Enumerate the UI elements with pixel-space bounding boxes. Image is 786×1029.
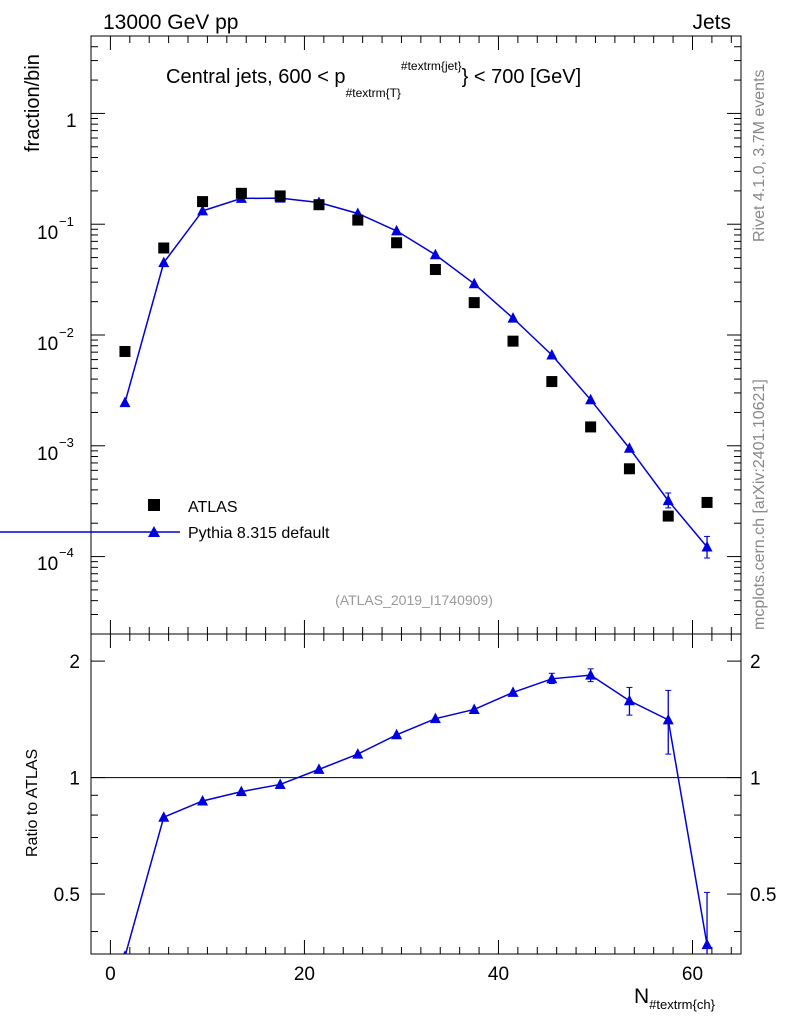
pythia-point [468, 277, 480, 289]
ratio-y-axis-label: Ratio to ATLAS [24, 749, 41, 857]
x-tick-label: 20 [294, 964, 315, 985]
ratio-point [429, 712, 441, 724]
ratio-point [546, 672, 558, 684]
ratio-curve [124, 674, 708, 954]
mcplots-label: mcplots.cern.ch [arXiv:2401.10621] [751, 379, 768, 630]
analysis-watermark: (ATLAS_2019_I1740909) [335, 592, 493, 608]
ratio-point [507, 686, 519, 697]
ratio-data-marks [123, 668, 713, 954]
pythia-point [507, 312, 519, 323]
chart-title: Central jets, 600 < p#textrm{T}#textrm{j… [166, 59, 581, 100]
ratio-clipped-group [123, 668, 713, 954]
ratio-point [662, 713, 674, 725]
atlas-point [662, 510, 674, 522]
legend-pythia-marker [148, 526, 160, 537]
chart-title-part1: Central jets, 600 < p [166, 66, 346, 88]
x-tick-label: 60 [682, 964, 703, 985]
pythia-point [546, 348, 558, 360]
atlas-point [468, 297, 480, 309]
rivet-version-label: Rivet 4.1.0, 3.7M events [751, 69, 768, 242]
pythia-point [158, 256, 170, 268]
main-y-axis-label: fraction/bin [22, 54, 44, 152]
atlas-point [158, 242, 170, 254]
x-axis-label: N#textrm{ch} [634, 985, 716, 1012]
atlas-point [585, 421, 597, 433]
ratio-point [274, 778, 286, 789]
legend-pythia-label: Pythia 8.315 default [188, 525, 330, 542]
pythia-point [585, 393, 597, 405]
ratio-point [197, 794, 209, 806]
pythia-point [119, 396, 131, 408]
ratio-y-tick-label-right: 1 [750, 769, 761, 790]
ratio-y-tick-label: 2 [69, 652, 80, 673]
pythia-point [623, 442, 635, 453]
ratio-point [123, 950, 127, 954]
ratio-point [352, 748, 364, 759]
ratio-point [391, 728, 403, 740]
atlas-point [391, 237, 403, 249]
ratio-point [313, 763, 325, 774]
ytick-1e-4-exp: −4 [59, 545, 74, 560]
x-axis-label-main: N [634, 985, 649, 1008]
ytick-1e-1-base: 10 [37, 223, 58, 244]
ytick-1e-3-exp: −3 [59, 435, 74, 450]
atlas-point [197, 196, 209, 208]
atlas-point [274, 190, 286, 202]
atlas-point [429, 264, 441, 276]
atlas-point [313, 199, 325, 211]
ratio-y-tick-label: 0.5 [54, 885, 80, 906]
x-tick-label: 0 [105, 964, 116, 985]
legend: ATLAS Pythia 8.315 default [0, 499, 330, 542]
ratio-y-tick-label: 1 [69, 769, 80, 790]
ticks-layer: 0 20 40 60 0.5 0.5 1 1 2 2 [54, 35, 776, 985]
ytick-1e-2-base: 10 [37, 334, 58, 355]
ratio-point [468, 703, 480, 714]
main-data-marks [119, 187, 713, 559]
ratio-y-tick-label-right: 2 [750, 652, 761, 673]
atlas-point [623, 463, 635, 475]
ratio-point [701, 938, 713, 950]
atlas-point [352, 214, 364, 226]
chart-title-sup: #textrm{jet} [401, 59, 462, 73]
ratio-point [585, 669, 597, 680]
ytick-1e-4-base: 10 [37, 554, 58, 575]
pythia-point [197, 204, 209, 216]
ytick-1e-2-exp: −2 [59, 325, 74, 340]
pythia-point [701, 540, 713, 552]
ratio-point [235, 785, 247, 797]
atlas-point [235, 187, 247, 199]
main-plot-frame [90, 35, 742, 635]
chart-title-sub: #textrm{T} [346, 86, 401, 100]
pythia-point [391, 224, 403, 236]
ratio-point [158, 811, 170, 822]
legend-atlas-label: ATLAS [188, 499, 238, 516]
chart-title-part2: } < 700 [GeV] [462, 66, 582, 88]
ratio-plot-frame [90, 633, 742, 955]
ytick-1e-1-exp: −1 [59, 214, 74, 229]
ytick-1: 1 [66, 111, 77, 132]
pythia-point [662, 494, 674, 506]
legend-atlas-marker [148, 499, 160, 511]
x-tick-label: 40 [488, 964, 509, 985]
header-jets-label: Jets [692, 11, 731, 34]
pythia-point [429, 248, 441, 260]
x-axis-label-sub: #textrm{ch} [649, 997, 715, 1012]
main-y-tick-labels: 10 −4 10 −3 10 −2 10 −1 1 [37, 111, 77, 575]
pythia-curve [124, 197, 708, 548]
atlas-point [507, 335, 519, 347]
atlas-point [546, 376, 558, 388]
ratio-y-tick-label-right: 0.5 [750, 885, 776, 906]
header-energy-label: 13000 GeV pp [103, 11, 238, 34]
ytick-1e-3-base: 10 [37, 444, 58, 465]
atlas-point [701, 496, 713, 508]
atlas-point [119, 345, 131, 357]
ratio-point [623, 694, 635, 706]
